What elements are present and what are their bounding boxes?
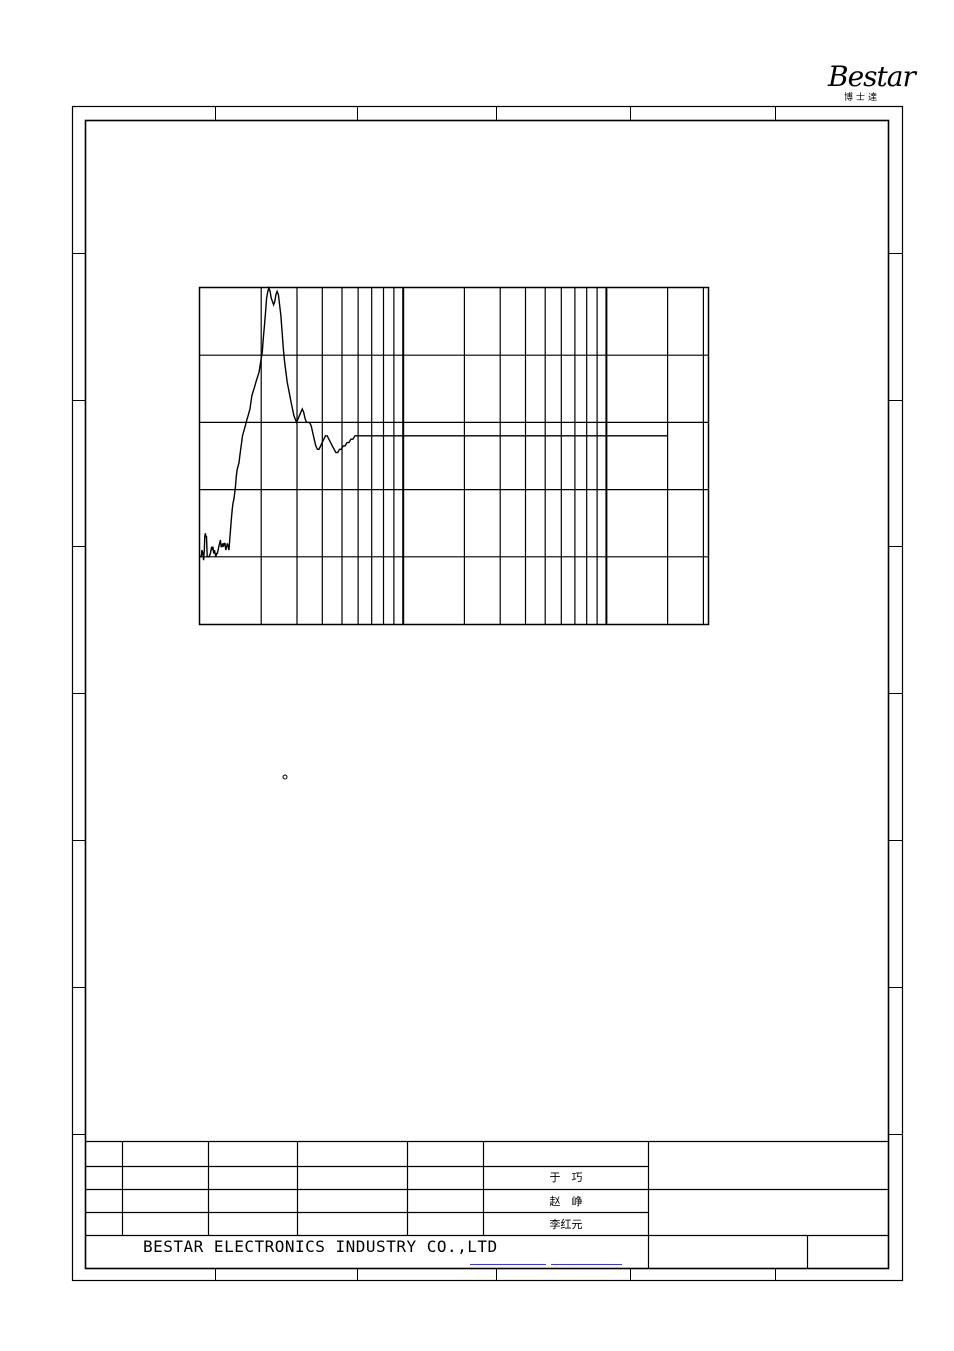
company-name: BESTAR ELECTRONICS INDUSTRY CO.,LTD [143, 1237, 498, 1256]
outer-frame [71, 105, 904, 1282]
frequency-response-chart [198, 285, 710, 626]
title-block-grid [85, 1140, 888, 1268]
link-underline-2[interactable] [551, 1264, 622, 1265]
signer-2: 赵 峥 [549, 1195, 583, 1208]
marker-dot [282, 774, 288, 780]
signer-1: 于 巧 [549, 1171, 583, 1184]
link-underline-1[interactable] [470, 1264, 546, 1265]
horizontal-grid [200, 354, 708, 558]
logo-brand: Bestar [828, 60, 916, 93]
inner-frame [84, 119, 890, 1270]
signer-3: 李红元 [549, 1218, 583, 1231]
zone-ticks [72, 106, 902, 1280]
vertical-grid [260, 288, 705, 624]
plot-frame [198, 286, 710, 626]
logo-subtitle: 博士達 [844, 93, 881, 103]
company-logo: Bestar 博士達 [826, 56, 916, 106]
response-curve [200, 285, 668, 561]
